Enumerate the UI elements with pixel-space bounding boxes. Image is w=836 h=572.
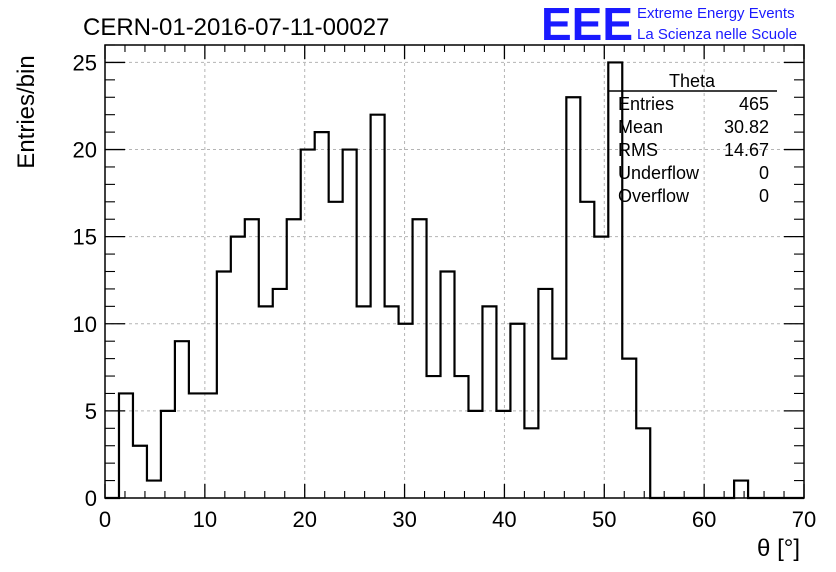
- x-tick-label: 10: [193, 507, 217, 532]
- stats-label-mean: Mean: [618, 117, 663, 137]
- grid: [105, 45, 804, 498]
- x-tick-label: 30: [392, 507, 416, 532]
- y-tick-label: 10: [73, 312, 97, 337]
- x-tick-labels: 0 10 20 30 40 50 60 70: [99, 507, 816, 532]
- y-tick-label: 0: [85, 486, 97, 511]
- plot-frame: [104, 44, 805, 499]
- x-tick-label: 20: [292, 507, 316, 532]
- logo-eee-text: EEE: [541, 0, 633, 50]
- y-tick-label: 15: [73, 225, 97, 250]
- y-tick-label: 20: [73, 138, 97, 163]
- logo-line2: La Scienza nelle Scuole: [637, 26, 797, 43]
- x-tick-label: 70: [792, 507, 816, 532]
- x-tick-label: 60: [692, 507, 716, 532]
- x-axis-label: θ [°]: [757, 535, 800, 562]
- logo-line1: Extreme Energy Events: [637, 5, 795, 22]
- stats-label-rms: RMS: [618, 140, 658, 160]
- stats-value-underflow: 0: [759, 163, 769, 183]
- stats-value-rms: 14.67: [724, 140, 769, 160]
- stats-value-entries: 465: [739, 94, 769, 114]
- stats-box: Theta Entries 465 Mean 30.82 RMS 14.67 U…: [609, 71, 777, 206]
- x-tick-label: 40: [492, 507, 516, 532]
- stats-title: Theta: [669, 71, 716, 91]
- stats-label-overflow: Overflow: [618, 186, 690, 206]
- x-tick-label: 0: [99, 507, 111, 532]
- y-axis-label: Entries/bin: [13, 55, 40, 168]
- run-title: CERN-01-2016-07-11-00027: [83, 14, 389, 41]
- histogram-line: [105, 61, 804, 500]
- x-tick-label: 50: [592, 507, 616, 532]
- y-tick-labels: 0 5 10 15 20 25: [73, 50, 97, 511]
- stats-label-entries: Entries: [618, 94, 674, 114]
- stats-value-mean: 30.82: [724, 117, 769, 137]
- stats-value-overflow: 0: [759, 186, 769, 206]
- stats-label-underflow: Underflow: [618, 163, 700, 183]
- y-tick-label: 25: [73, 50, 97, 75]
- eee-logo: EEE Extreme Energy Events La Scienza nel…: [541, 0, 797, 50]
- y-tick-label: 5: [85, 399, 97, 424]
